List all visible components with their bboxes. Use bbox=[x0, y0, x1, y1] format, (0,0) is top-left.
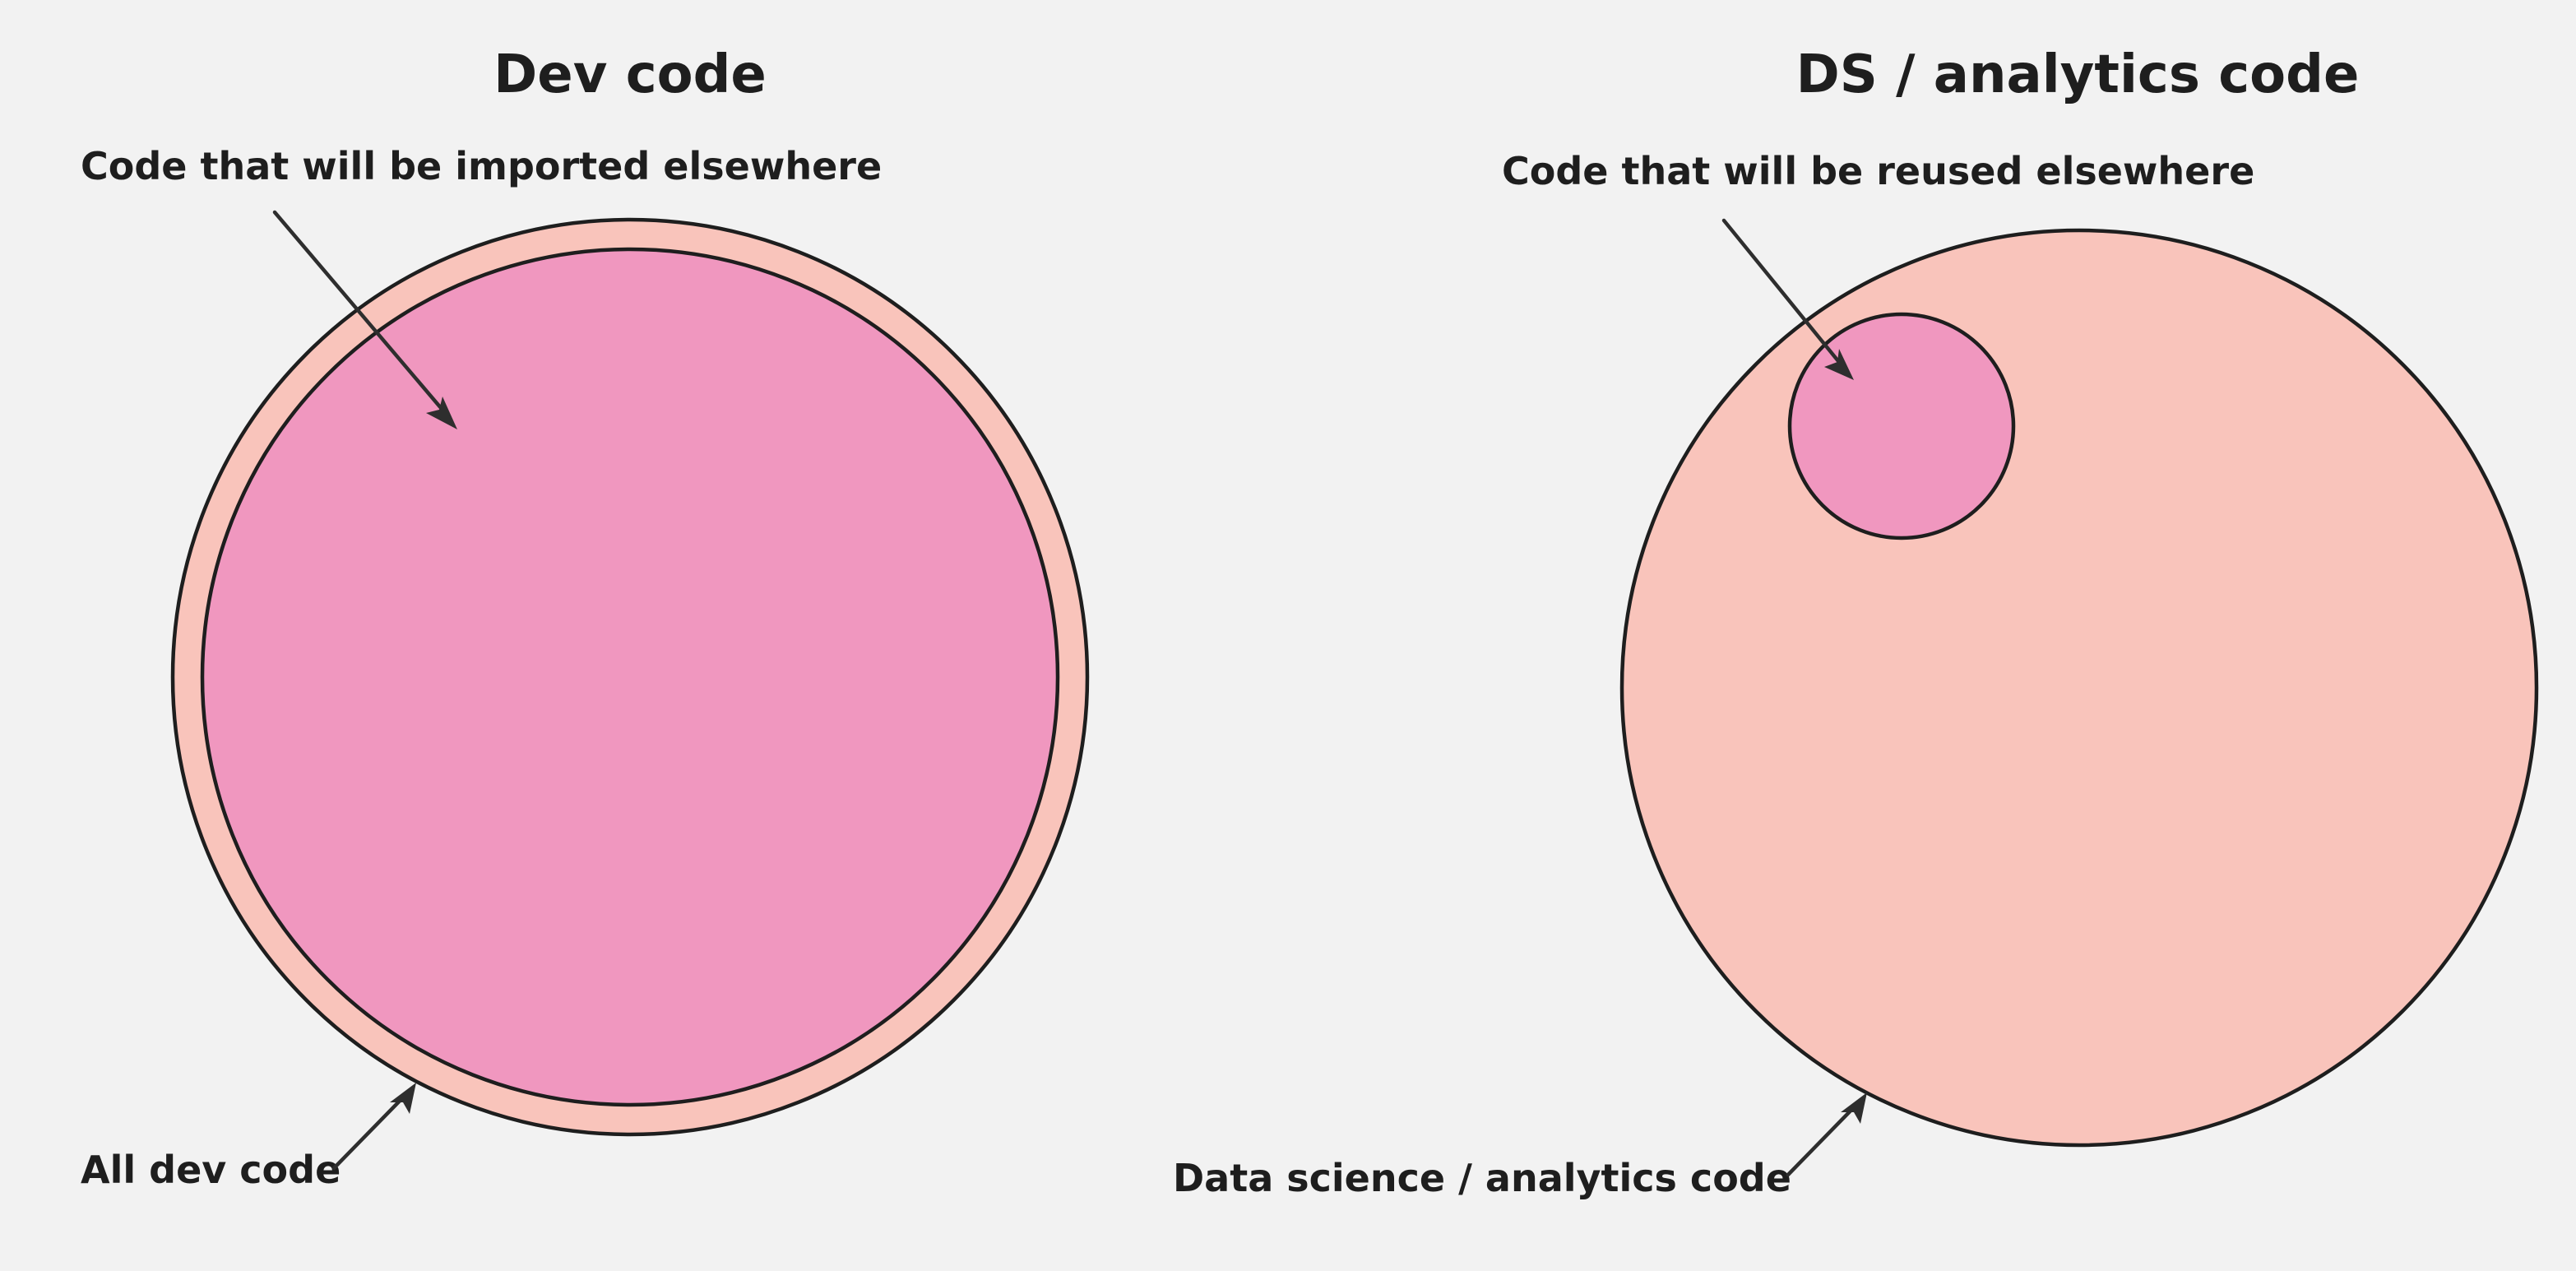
ds-analytics-code-arrow bbox=[1786, 1092, 1867, 1177]
dev-code-title: Dev code bbox=[493, 44, 767, 105]
ds-analytics-title: DS / analytics code bbox=[1796, 44, 2360, 105]
imported-code-label: Code that will be imported elsewhere bbox=[81, 144, 882, 188]
imported-code-arrow bbox=[272, 210, 457, 429]
ds-analytics-code-circle bbox=[1619, 228, 2539, 1148]
ds-analytics-panel: DS / analytics code Code that will be re… bbox=[1173, 44, 2539, 1200]
all-dev-code-arrow bbox=[331, 1083, 416, 1171]
all-dev-code-label: All dev code bbox=[81, 1148, 341, 1192]
ds-analytics-code-label: Data science / analytics code bbox=[1173, 1156, 1791, 1200]
reused-code-label: Code that will be reused elsewhere bbox=[1502, 149, 2254, 193]
imported-code-circle bbox=[200, 247, 1060, 1107]
reused-code-circle bbox=[1787, 312, 2016, 540]
dev-code-panel: Dev code Code that will be imported else… bbox=[81, 44, 1090, 1192]
reused-code-arrow bbox=[1721, 218, 1854, 380]
